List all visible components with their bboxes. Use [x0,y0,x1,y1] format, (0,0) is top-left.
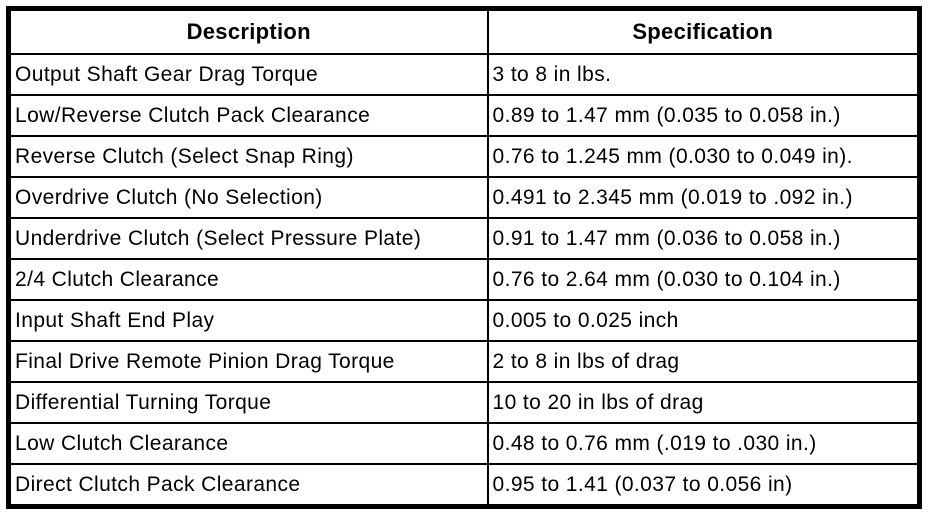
description-cell: Differential Turning Torque [7,381,489,424]
specification-cell: 3 to 8 in lbs. [486,53,921,96]
transmission-specifications-table: Description Specification Output Shaft G… [6,6,922,509]
description-cell: Final Drive Remote Pinion Drag Torque [7,340,489,383]
table-row: Low/Reverse Clutch Pack Clearance 0.89 t… [7,94,921,137]
column-header-specification: Specification [486,7,921,55]
table-row: Input Shaft End Play 0.005 to 0.025 inch [7,299,921,342]
description-cell: 2/4 Clutch Clearance [7,258,489,301]
specification-cell: 0.91 to 1.47 mm (0.036 to 0.058 in.) [486,217,921,260]
table-row: Output Shaft Gear Drag Torque 3 to 8 in … [7,53,921,96]
description-cell: Output Shaft Gear Drag Torque [7,53,489,96]
description-cell: Underdrive Clutch (Select Pressure Plate… [7,217,489,260]
specification-cell: 0.89 to 1.47 mm (0.035 to 0.058 in.) [486,94,921,137]
table-row: Reverse Clutch (Select Snap Ring) 0.76 t… [7,135,921,178]
table-row: Overdrive Clutch (No Selection) 0.491 to… [7,176,921,219]
specification-cell: 2 to 8 in lbs of drag [486,340,921,383]
specification-cell: 10 to 20 in lbs of drag [486,381,921,424]
description-cell: Input Shaft End Play [7,299,489,342]
specification-cell: 0.491 to 2.345 mm (0.019 to .092 in.) [486,176,921,219]
description-cell: Overdrive Clutch (No Selection) [7,176,489,219]
table-body: Output Shaft Gear Drag Torque 3 to 8 in … [7,53,921,508]
table-row: Low Clutch Clearance 0.48 to 0.76 mm (.0… [7,422,921,465]
table-row: 2/4 Clutch Clearance 0.76 to 2.64 mm (0.… [7,258,921,301]
specification-cell: 0.005 to 0.025 inch [486,299,921,342]
table-row: Differential Turning Torque 10 to 20 in … [7,381,921,424]
column-header-description: Description [7,7,489,55]
description-cell: Direct Clutch Pack Clearance [7,463,489,508]
specification-cell: 0.95 to 1.41 (0.037 to 0.056 in) [486,463,921,508]
specification-cell: 0.48 to 0.76 mm (.019 to .030 in.) [486,422,921,465]
description-cell: Low/Reverse Clutch Pack Clearance [7,94,489,137]
description-cell: Reverse Clutch (Select Snap Ring) [7,135,489,178]
table-row: Underdrive Clutch (Select Pressure Plate… [7,217,921,260]
table-row: Final Drive Remote Pinion Drag Torque 2 … [7,340,921,383]
header-row: Description Specification [7,7,921,55]
specification-cell: 0.76 to 2.64 mm (0.030 to 0.104 in.) [486,258,921,301]
table-row: Direct Clutch Pack Clearance 0.95 to 1.4… [7,463,921,508]
specification-cell: 0.76 to 1.245 mm (0.030 to 0.049 in). [486,135,921,178]
description-cell: Low Clutch Clearance [7,422,489,465]
